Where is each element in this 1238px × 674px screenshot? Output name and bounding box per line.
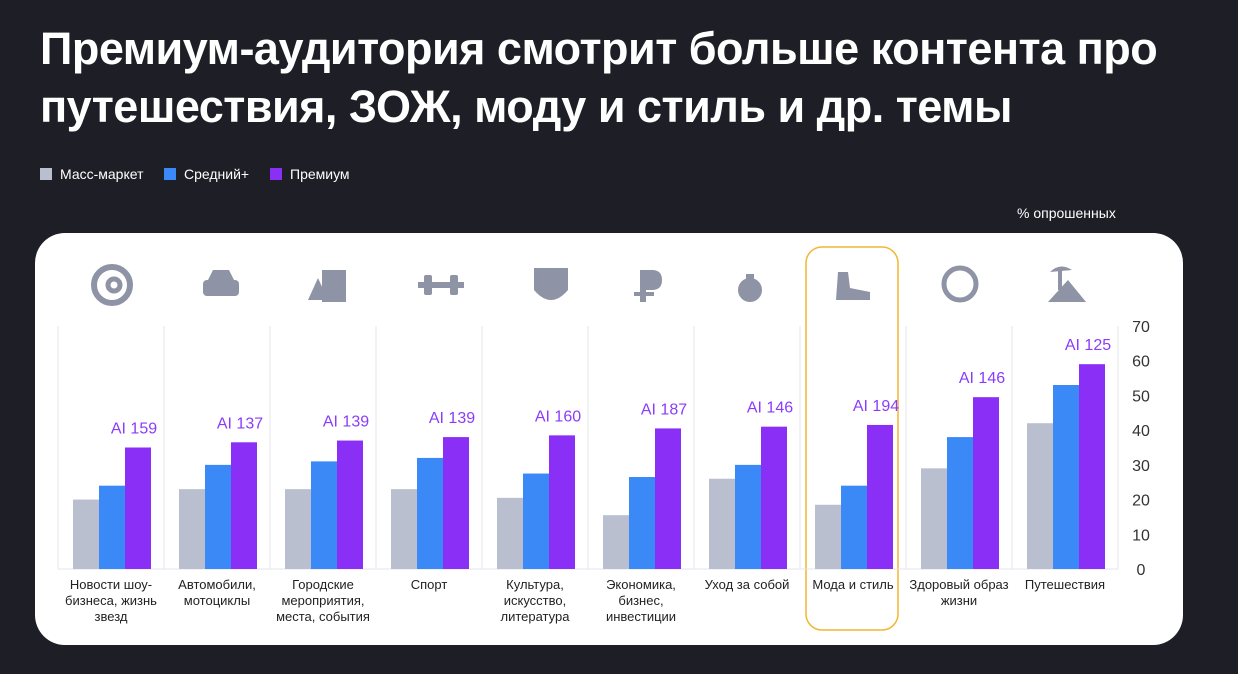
legend-label: Средний+ xyxy=(184,166,250,182)
bar xyxy=(1053,385,1079,569)
highlight-box xyxy=(805,246,899,631)
annotation: AI 160 xyxy=(535,408,581,425)
annotation: AI 125 xyxy=(1065,337,1111,354)
bar xyxy=(73,499,99,569)
annotation: AI 137 xyxy=(217,415,263,432)
bar xyxy=(549,435,575,569)
bar xyxy=(391,489,417,569)
y-tick-label: 10 xyxy=(1132,527,1150,544)
legend-label: Премиум xyxy=(290,166,350,182)
bar xyxy=(337,440,363,569)
bar xyxy=(735,464,761,569)
x-tick-label: Путешествия xyxy=(1024,577,1106,592)
x-tick-label: Культура, искусство, литература xyxy=(500,577,570,624)
y-tick-label: 60 xyxy=(1132,354,1150,371)
bar xyxy=(417,457,443,569)
legend-label: Масс-маркет xyxy=(60,166,144,182)
unit-label: % опрошенных xyxy=(1017,205,1116,221)
bar xyxy=(947,437,973,569)
bar xyxy=(1027,423,1053,569)
bar xyxy=(761,426,787,569)
bar xyxy=(841,485,867,569)
y-tick-label: 70 xyxy=(1132,319,1150,336)
bar xyxy=(125,447,151,569)
bar xyxy=(973,397,999,569)
x-tick-label: Новости шоу-бизнеса, жизнь звезд xyxy=(65,577,157,624)
bar xyxy=(815,504,841,569)
x-tick-label: Мода и стиль xyxy=(812,577,894,592)
annotation: AI 194 xyxy=(853,398,899,415)
bar xyxy=(867,424,893,569)
bar xyxy=(205,464,231,569)
bar xyxy=(655,428,681,569)
y-tick-label: 50 xyxy=(1132,388,1150,405)
bar xyxy=(523,473,549,569)
annotation: AI 139 xyxy=(323,414,369,431)
y-tick-label: 40 xyxy=(1132,423,1150,440)
bar xyxy=(921,468,947,569)
x-tick-label: Здоровый образ жизни xyxy=(909,577,1009,608)
legend-swatch xyxy=(270,168,282,180)
bar xyxy=(709,478,735,569)
legend-swatch xyxy=(40,168,52,180)
x-tick-label: Автомобили, мотоциклы xyxy=(178,577,256,608)
annotation: AI 146 xyxy=(959,370,1005,387)
bar xyxy=(443,437,469,569)
bar xyxy=(285,489,311,569)
bar xyxy=(99,485,125,569)
bar xyxy=(179,489,205,569)
bar xyxy=(497,497,523,569)
x-tick-label: Городские мероприятия, места, события xyxy=(276,577,370,624)
bar xyxy=(629,477,655,569)
chart-title: Премиум-аудитория смотрит больше контент… xyxy=(40,23,1158,132)
annotation: AI 139 xyxy=(429,410,475,427)
bar xyxy=(311,461,337,569)
bar xyxy=(231,442,257,569)
annotation: AI 187 xyxy=(641,401,687,418)
y-tick-label: 30 xyxy=(1132,458,1150,475)
annotation: AI 146 xyxy=(747,400,793,417)
icons xyxy=(91,264,1086,306)
y-tick-label: 0 xyxy=(1137,562,1146,579)
bar xyxy=(603,515,629,569)
legend-item: Премиум xyxy=(270,166,350,182)
annotation: AI 159 xyxy=(111,421,157,438)
x-tick-label: Спорт xyxy=(410,577,448,592)
x-tick-label: Уход за собой xyxy=(704,577,790,592)
x-tick-label: Экономика, бизнес, инвестиции xyxy=(605,577,677,624)
legend-swatch xyxy=(164,168,176,180)
bar xyxy=(1079,364,1105,569)
legend-item: Масс-маркет xyxy=(40,166,143,182)
legend-item: Средний+ xyxy=(164,166,249,182)
y-tick-label: 20 xyxy=(1132,493,1150,510)
